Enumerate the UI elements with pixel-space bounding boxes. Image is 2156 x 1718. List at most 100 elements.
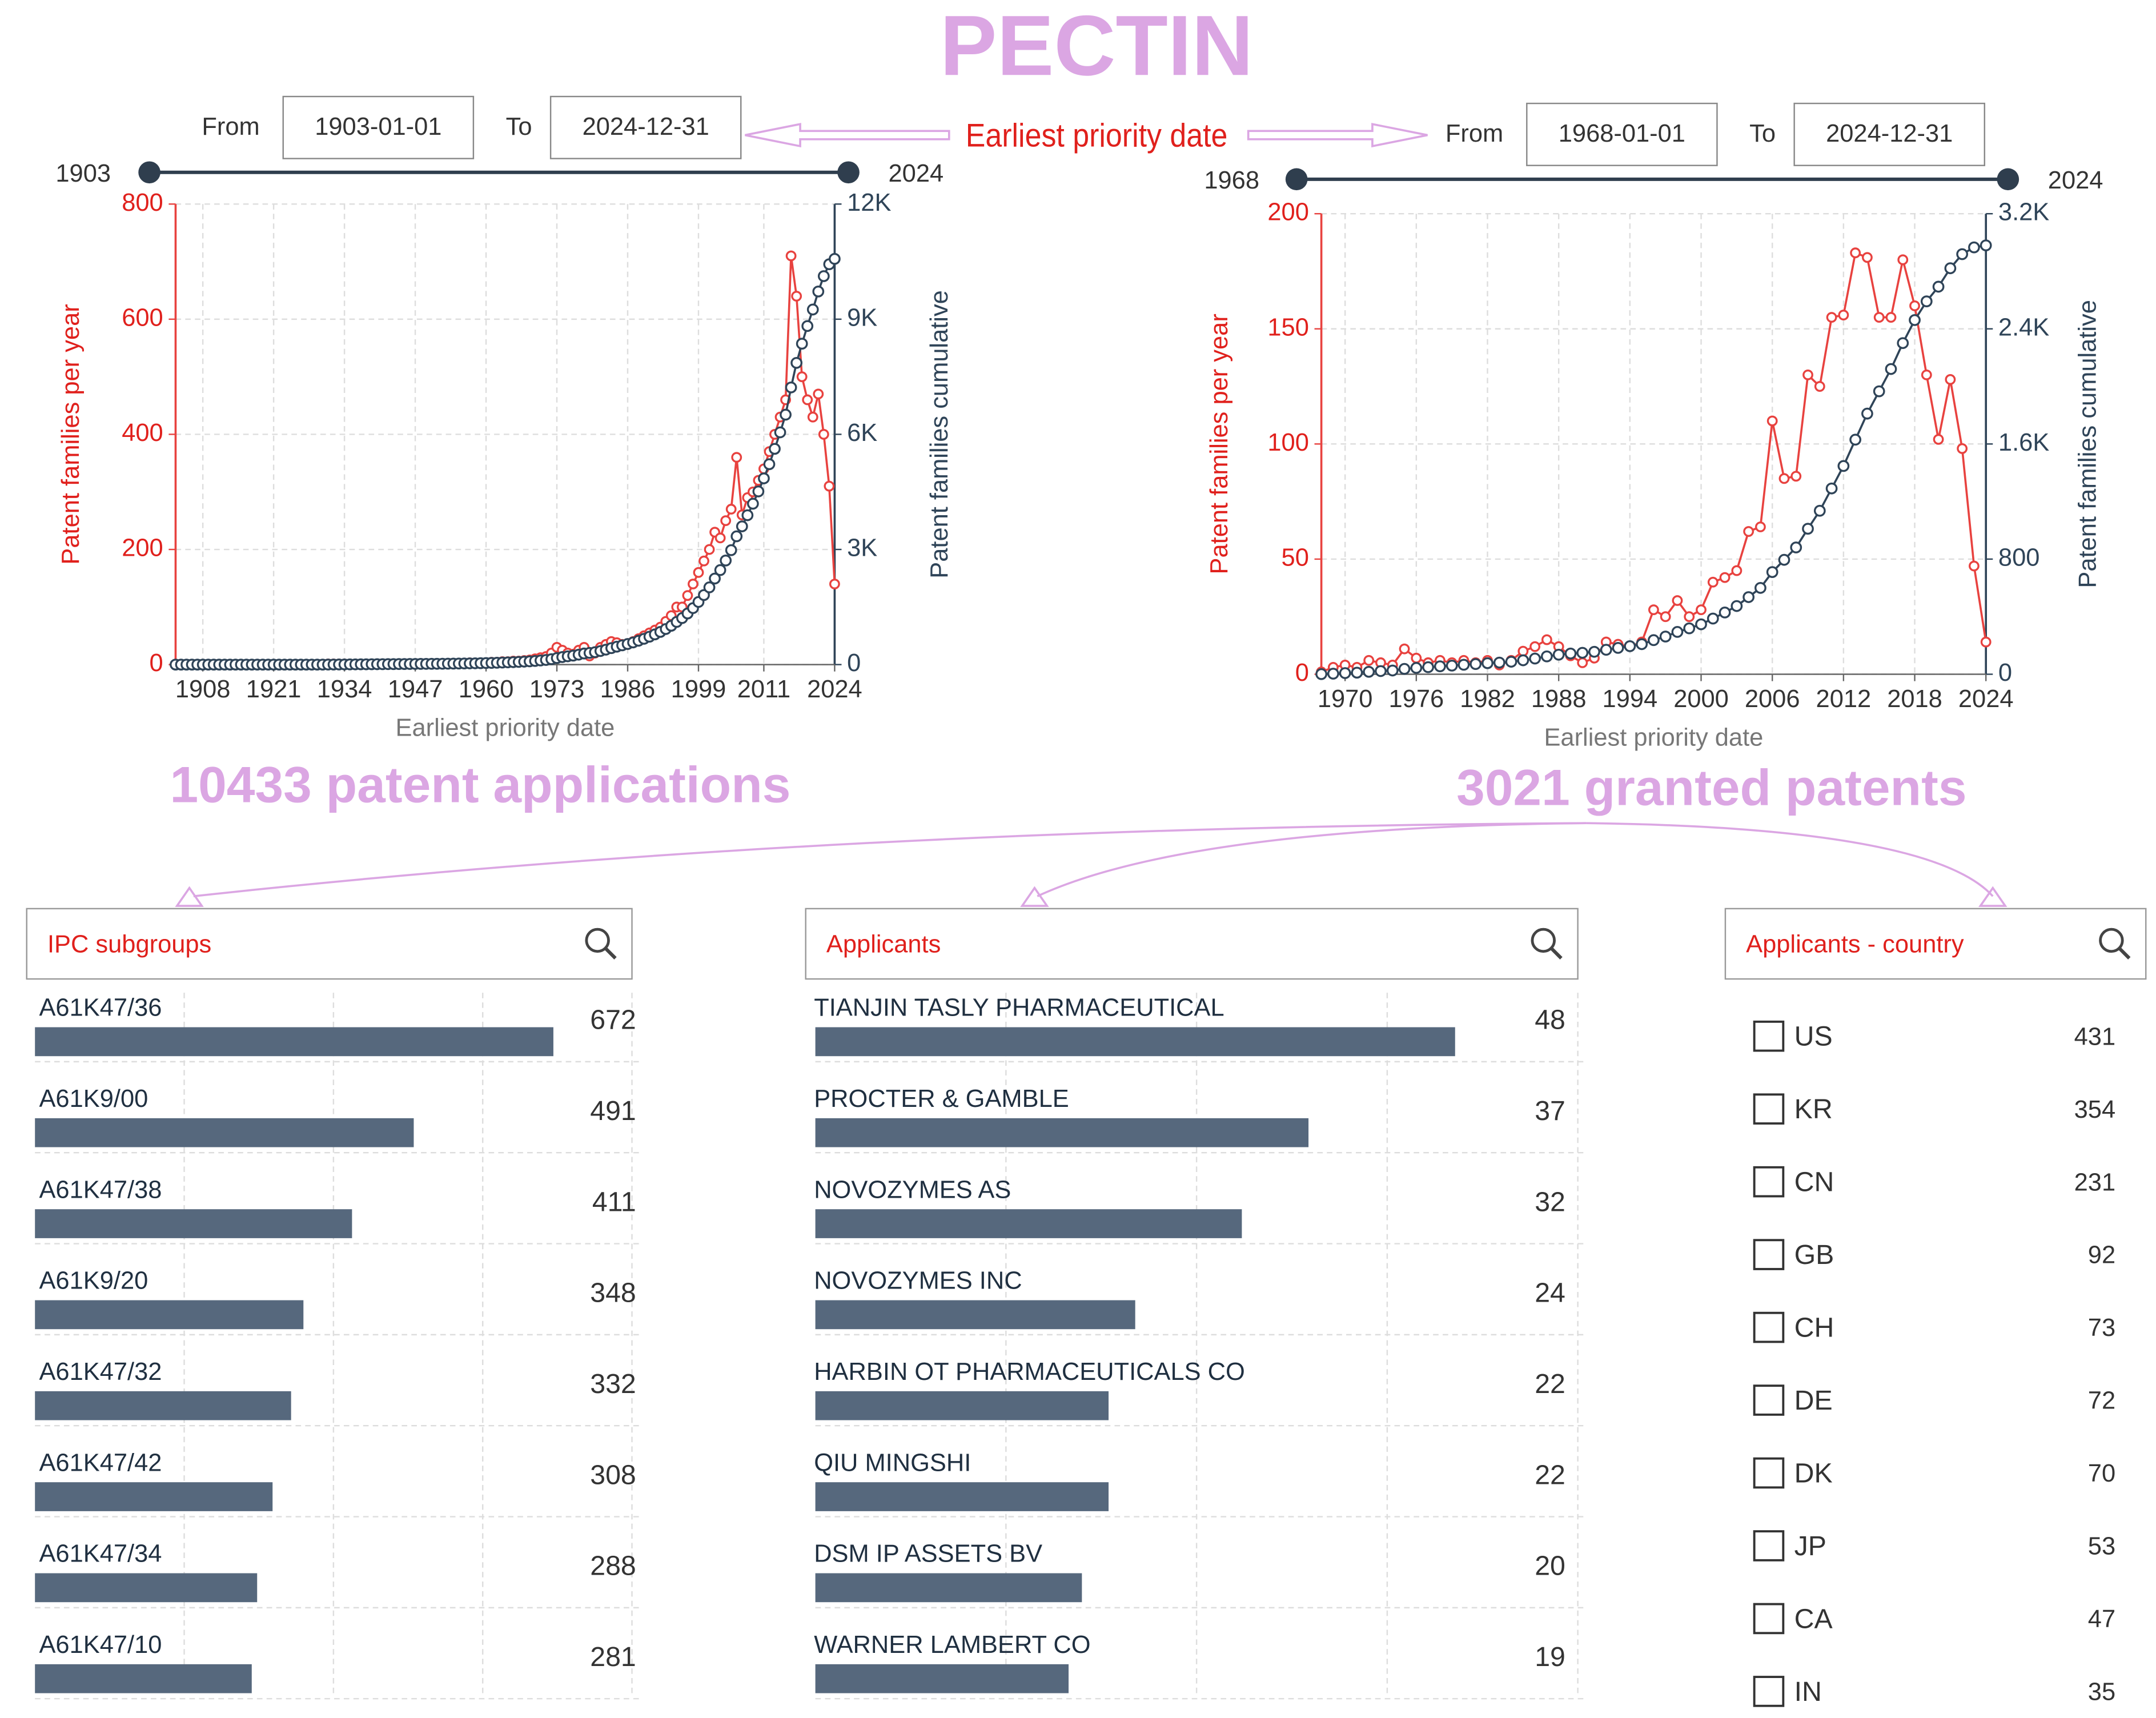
date-input[interactable]: [1526, 102, 1718, 166]
date-value: 2024-12-31: [1826, 120, 1953, 147]
point: [1861, 252, 1873, 263]
bar[interactable]: [35, 1573, 258, 1603]
bar[interactable]: [815, 1027, 1455, 1057]
point: [731, 452, 742, 463]
slider-handle[interactable]: [837, 161, 860, 184]
panel-header: [26, 908, 633, 980]
date-input[interactable]: [282, 95, 475, 159]
point: [1493, 656, 1505, 669]
item-value: 70: [2088, 1460, 2115, 1487]
point: [1802, 369, 1813, 380]
checkbox[interactable]: [1753, 1457, 1785, 1489]
arrow-left: [745, 123, 950, 148]
bar[interactable]: [35, 1300, 304, 1330]
country-code: US: [1794, 1021, 1833, 1052]
checkbox[interactable]: [1753, 1020, 1785, 1052]
y2-axis-label: Patent families cumulative: [926, 290, 953, 579]
bar[interactable]: [815, 1573, 1082, 1603]
point: [1743, 526, 1754, 537]
y-tick-label: 800: [122, 189, 163, 216]
arrow-right: [1247, 123, 1428, 148]
bar[interactable]: [815, 1118, 1309, 1147]
point: [1980, 636, 1992, 648]
slider-max: 2024: [889, 160, 944, 187]
point: [758, 472, 770, 484]
x-tick-label: 1986: [600, 676, 656, 703]
bar[interactable]: [35, 1391, 291, 1420]
point: [1648, 604, 1659, 616]
point: [1482, 657, 1493, 669]
point: [725, 544, 737, 556]
slider-handle[interactable]: [1285, 168, 1308, 191]
point: [704, 544, 715, 555]
date-value: 1903-01-01: [315, 113, 441, 141]
point: [1885, 363, 1897, 375]
item-label: A61K47/38: [39, 1176, 162, 1203]
date-input[interactable]: [1793, 102, 1985, 166]
y2-axis-label: Patent families cumulative: [2074, 300, 2102, 588]
point: [1731, 565, 1743, 576]
checkbox[interactable]: [1753, 1166, 1785, 1198]
bar[interactable]: [35, 1209, 352, 1238]
point: [752, 485, 765, 497]
y2-tick-label: 800: [1998, 544, 2039, 571]
search-icon[interactable]: [1531, 928, 1556, 953]
item-value: 231: [2074, 1169, 2115, 1196]
bar[interactable]: [815, 1664, 1069, 1693]
checkbox[interactable]: [1753, 1676, 1785, 1707]
bar[interactable]: [35, 1027, 553, 1057]
bar[interactable]: [815, 1209, 1242, 1238]
y-axis-label: Patent families per year: [1206, 314, 1233, 574]
y-tick-label: 100: [1267, 429, 1308, 456]
x-tick-label: 1921: [246, 676, 302, 703]
checkbox[interactable]: [1753, 1603, 1785, 1635]
checkbox[interactable]: [1753, 1093, 1785, 1125]
point: [1529, 652, 1541, 665]
search-icon[interactable]: [2099, 928, 2124, 953]
point: [1850, 247, 1861, 259]
point: [1672, 595, 1683, 606]
search-icon[interactable]: [585, 928, 610, 953]
item-value: 491: [590, 1095, 636, 1126]
y-tick-label: 200: [122, 535, 163, 562]
point: [1648, 634, 1660, 647]
item-label: A61K47/32: [39, 1358, 162, 1386]
point: [1351, 667, 1363, 679]
bar[interactable]: [815, 1391, 1109, 1420]
panel-header: [805, 908, 1579, 980]
point: [1434, 660, 1446, 673]
date-value: 2024-12-31: [583, 113, 709, 141]
item-value: 19: [1535, 1641, 1565, 1672]
y-tick-label: 0: [150, 649, 163, 677]
x-tick-label: 1973: [529, 676, 585, 703]
item-label: PROCTER & GAMBLE: [814, 1085, 1069, 1113]
x-axis-label: Earliest priority date: [396, 715, 615, 742]
date-input[interactable]: [549, 95, 742, 159]
country-code: CH: [1794, 1312, 1834, 1343]
bar[interactable]: [815, 1482, 1109, 1511]
checkbox[interactable]: [1753, 1311, 1785, 1343]
slider-handle[interactable]: [1997, 168, 2020, 191]
item-value: 411: [592, 1186, 636, 1217]
checkbox[interactable]: [1753, 1239, 1785, 1270]
item-value: 20: [1535, 1551, 1565, 1581]
x-tick-label: 2018: [1887, 685, 1942, 713]
slider-handle[interactable]: [138, 161, 160, 184]
bar[interactable]: [35, 1664, 252, 1693]
point: [1327, 668, 1339, 680]
bar[interactable]: [815, 1300, 1135, 1330]
item-value: 47: [2088, 1605, 2115, 1633]
point: [1885, 312, 1897, 323]
bar[interactable]: [35, 1482, 273, 1511]
point: [1683, 622, 1696, 635]
item-value: 22: [1535, 1459, 1565, 1490]
bar[interactable]: [35, 1118, 414, 1147]
point: [1933, 433, 1944, 445]
checkbox[interactable]: [1753, 1384, 1785, 1416]
point: [1446, 660, 1458, 672]
item-value: 73: [2088, 1314, 2115, 1342]
point: [774, 426, 786, 439]
point: [1813, 504, 1826, 517]
checkbox[interactable]: [1753, 1530, 1785, 1562]
